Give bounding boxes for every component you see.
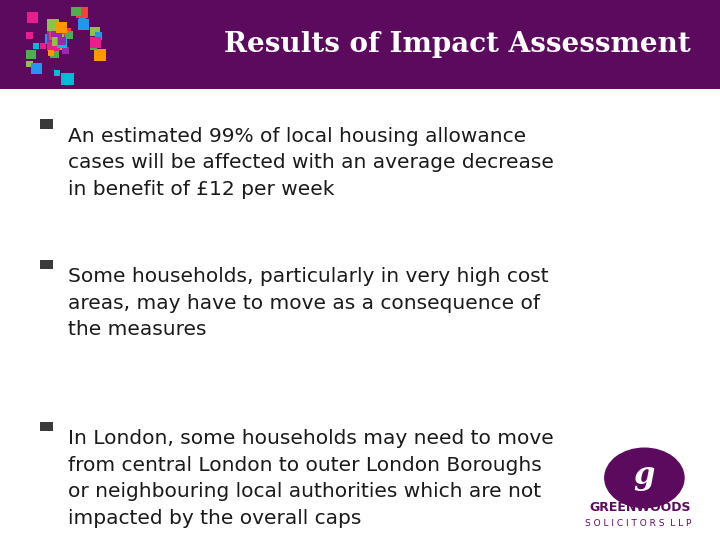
FancyBboxPatch shape: [49, 30, 58, 39]
FancyBboxPatch shape: [50, 49, 59, 58]
FancyBboxPatch shape: [0, 89, 720, 540]
FancyBboxPatch shape: [45, 34, 55, 44]
FancyBboxPatch shape: [61, 73, 73, 85]
FancyBboxPatch shape: [40, 43, 46, 49]
FancyBboxPatch shape: [40, 422, 53, 431]
FancyBboxPatch shape: [95, 32, 102, 40]
FancyBboxPatch shape: [27, 50, 36, 59]
FancyBboxPatch shape: [55, 35, 65, 45]
FancyBboxPatch shape: [47, 19, 59, 31]
FancyBboxPatch shape: [54, 70, 60, 77]
FancyBboxPatch shape: [27, 61, 32, 68]
FancyBboxPatch shape: [52, 37, 61, 46]
FancyBboxPatch shape: [90, 26, 100, 36]
FancyBboxPatch shape: [71, 7, 81, 16]
FancyBboxPatch shape: [52, 34, 64, 45]
FancyBboxPatch shape: [57, 38, 68, 48]
Text: S O L I C I T O R S  L L P: S O L I C I T O R S L L P: [585, 519, 691, 528]
FancyBboxPatch shape: [76, 7, 88, 18]
Circle shape: [605, 448, 684, 508]
FancyBboxPatch shape: [78, 19, 89, 30]
FancyBboxPatch shape: [0, 0, 720, 89]
FancyBboxPatch shape: [53, 45, 59, 51]
FancyBboxPatch shape: [65, 31, 73, 39]
Text: In London, some households may need to move
from central London to outer London : In London, some households may need to m…: [68, 429, 554, 528]
FancyBboxPatch shape: [90, 37, 101, 48]
FancyBboxPatch shape: [55, 22, 67, 33]
Text: GREENWOODS: GREENWOODS: [590, 501, 691, 514]
FancyBboxPatch shape: [50, 26, 62, 37]
FancyBboxPatch shape: [58, 37, 66, 44]
FancyBboxPatch shape: [47, 31, 58, 42]
FancyBboxPatch shape: [62, 28, 71, 37]
FancyBboxPatch shape: [40, 260, 53, 269]
Text: Some households, particularly in very high cost
areas, may have to move as a con: Some households, particularly in very hi…: [68, 267, 549, 339]
FancyBboxPatch shape: [79, 17, 86, 23]
FancyBboxPatch shape: [55, 38, 68, 50]
Text: Results of Impact Assessment: Results of Impact Assessment: [225, 31, 691, 58]
FancyBboxPatch shape: [48, 39, 60, 51]
Text: g: g: [634, 460, 655, 491]
FancyBboxPatch shape: [90, 43, 97, 50]
FancyBboxPatch shape: [33, 43, 40, 49]
FancyBboxPatch shape: [27, 12, 38, 23]
FancyBboxPatch shape: [94, 49, 106, 60]
FancyBboxPatch shape: [26, 32, 33, 39]
FancyBboxPatch shape: [40, 119, 53, 129]
FancyBboxPatch shape: [58, 38, 66, 46]
Text: An estimated 99% of local housing allowance
cases will be affected with an avera: An estimated 99% of local housing allowa…: [68, 127, 554, 199]
FancyBboxPatch shape: [62, 48, 69, 55]
FancyBboxPatch shape: [53, 44, 59, 51]
FancyBboxPatch shape: [48, 50, 54, 56]
FancyBboxPatch shape: [31, 63, 42, 74]
FancyBboxPatch shape: [32, 65, 42, 74]
